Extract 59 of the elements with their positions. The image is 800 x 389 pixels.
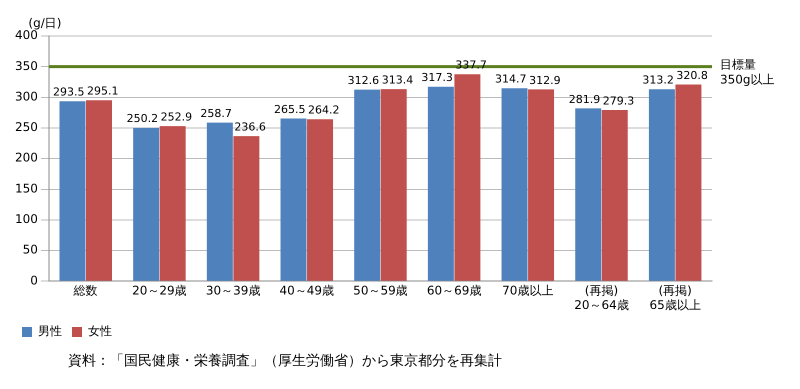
text: 資料：「国民健康・栄養調査」（厚生労働省）から東京都分を再集計 [68,352,503,370]
y-axis-title: (g/日) [28,16,62,30]
data-label: 312.9 [529,74,561,87]
bar [280,118,307,281]
data-label: 314.7 [495,72,527,86]
bar [528,89,554,281]
bar [380,89,407,281]
data-label: 295.1 [87,84,119,98]
y-tick-label: 250 [15,120,38,134]
y-tick-label: 350 [15,58,38,73]
data-label: 258.7 [200,106,232,120]
x-tick-label: 総数 [72,284,98,298]
y-tick-label: 50 [22,242,38,257]
x-tick-label: 30～39歳 [206,284,260,298]
data-label: 279.3 [602,94,634,108]
bar [575,108,602,281]
x-tick-label: 60～69歳 [426,284,482,298]
bar [59,101,86,281]
data-label: 293.5 [52,86,84,99]
y-tick-label: 0 [30,273,38,288]
data-label: 252.9 [160,110,192,124]
data-label: 250.2 [126,112,158,126]
bar [602,110,628,281]
data-label: 313.4 [382,73,414,86]
data-label: 265.5 [274,102,306,116]
bar [354,90,380,281]
x-tick-label: 50～59歳 [353,284,408,298]
bar [206,122,233,281]
x-tick-label: (再掲) 20～64歳 [574,284,629,312]
y-tick-label: 200 [15,150,38,165]
y-tick-label: 150 [15,181,38,196]
data-label: 337.7 [455,58,487,72]
y-tick-label: 400 [15,28,38,42]
x-tick-label: (再掲) 65歳以上 [650,284,701,312]
data-label: 236.6 [234,120,266,134]
bar [86,100,112,281]
bar [454,74,480,281]
bar [428,86,454,281]
bar [675,84,702,281]
data-label: 264.2 [308,104,340,117]
ref-line-label: 目標量 350g以上 [720,57,775,86]
bar [160,126,186,281]
x-tick-label: 20～29歳 [132,284,187,298]
legend-label: 女性 [88,324,112,338]
data-label: 281.9 [568,92,600,106]
data-label: 317.3 [421,71,453,84]
bar [133,128,160,281]
y-tick-label: 300 [15,89,38,104]
data-label: 312.6 [348,74,380,87]
legend-label: 男性 [38,324,62,338]
bar [307,119,334,281]
x-tick-label: 70歳以上 [502,284,554,298]
bar [648,89,675,281]
data-label: 313.2 [642,74,674,87]
bar [502,88,528,281]
data-label: 320.8 [676,68,708,82]
bar [233,136,260,281]
y-tick-label: 100 [15,212,38,226]
x-tick-label: 40～49歳 [280,284,334,298]
